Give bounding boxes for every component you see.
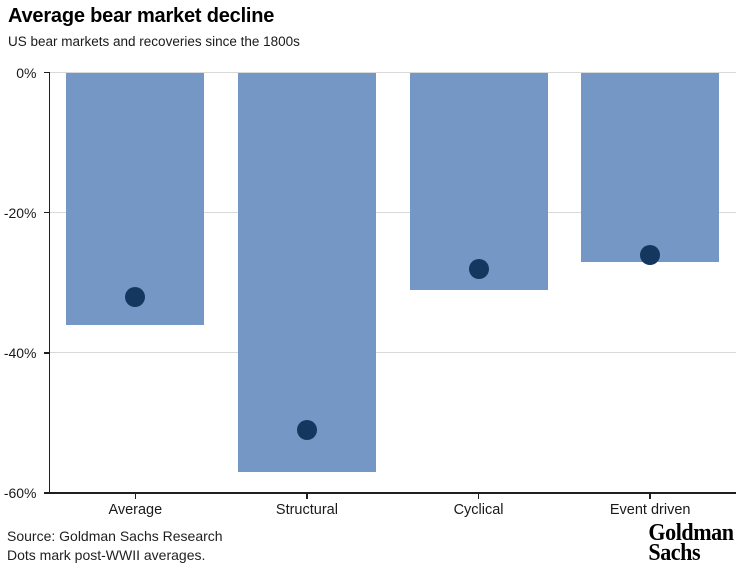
bar-event-driven (581, 72, 720, 262)
logo-line-goldman: Goldman (648, 520, 735, 546)
source-note: Source: Goldman Sachs Research Dots mark… (7, 527, 223, 565)
bar-structural (237, 72, 376, 472)
y-tick-label: -60% (3, 485, 37, 501)
chart-subtitle: US bear markets and recoveries since the… (8, 34, 300, 49)
gridline (49, 212, 736, 214)
x-tick (477, 493, 480, 499)
bar-cyclical (409, 72, 548, 290)
x-tick-label-structural: Structural (275, 502, 338, 518)
y-tick-label: 0% (16, 64, 37, 81)
y-tick (43, 352, 50, 354)
gridline (49, 352, 736, 354)
dot-average (125, 286, 146, 307)
x-tick-label-average: Average (108, 502, 163, 518)
y-axis-line (48, 72, 51, 494)
logo-line-sachs: Sachs (648, 540, 701, 567)
x-tick-label-event-driven: Event driven (609, 502, 691, 518)
goldman-sachs-logo: Goldman Sachs (648, 520, 735, 567)
source-line: Source: Goldman Sachs Research (7, 528, 223, 544)
y-tick (43, 211, 50, 214)
dot-event-driven (640, 244, 661, 265)
y-tick-label: -20% (3, 204, 37, 221)
footnote-line: Dots mark post-WWII averages. (7, 547, 206, 563)
x-tick (649, 493, 651, 499)
x-tick-label-cyclical: Cyclical (453, 502, 504, 518)
x-tick (134, 493, 137, 499)
x-tick (306, 493, 308, 499)
bar-average (66, 72, 205, 325)
chart-title: Average bear market decline (8, 5, 275, 27)
gridline (49, 72, 736, 73)
dot-structural (296, 419, 317, 440)
x-axis-line (43, 492, 736, 494)
dot-cyclical (468, 258, 489, 279)
y-tick (43, 71, 50, 74)
y-tick (43, 492, 50, 494)
y-tick-label: -40% (3, 344, 37, 361)
